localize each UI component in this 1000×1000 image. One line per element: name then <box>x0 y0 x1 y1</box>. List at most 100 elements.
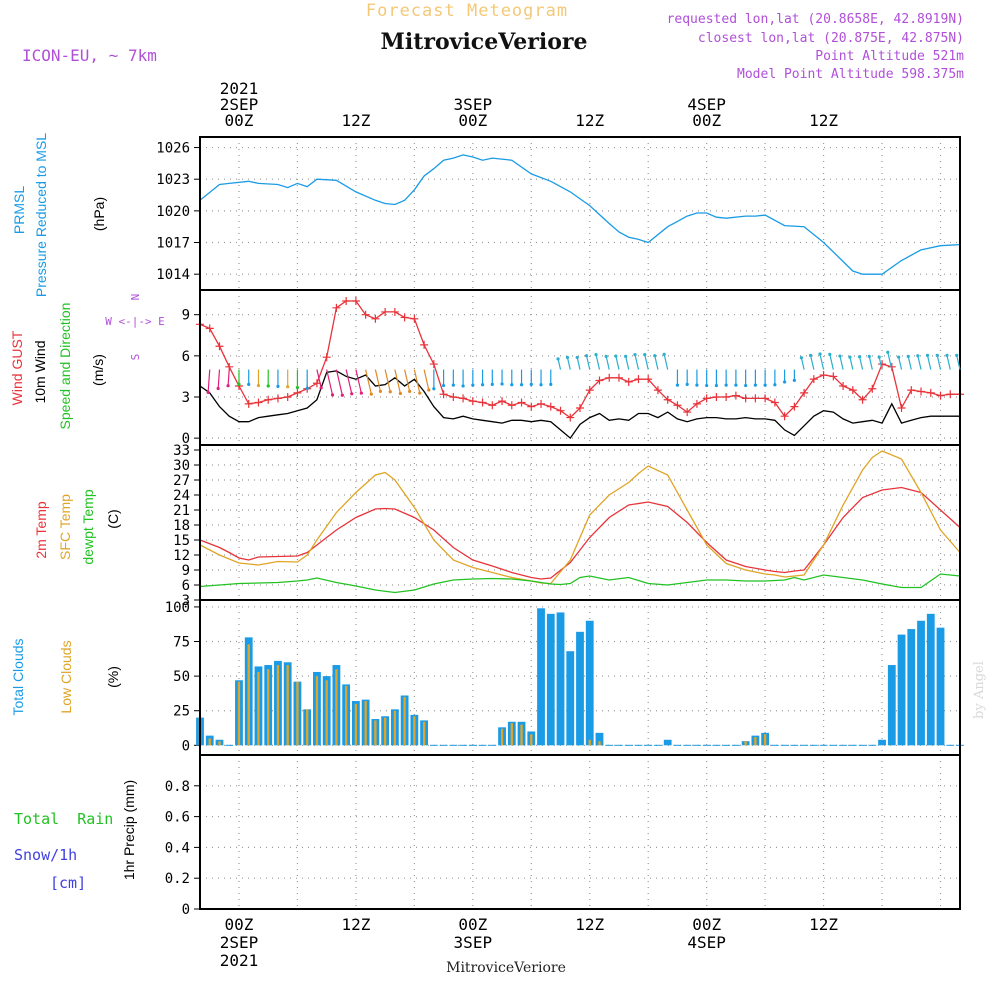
wind-arrow-head <box>935 353 939 357</box>
y-tick-label: 1017 <box>156 236 190 252</box>
wind-arrow-head <box>886 350 890 354</box>
gust-point <box>381 307 390 316</box>
wind-arrow-head <box>877 355 881 359</box>
cloud-bar-low <box>344 685 348 746</box>
wind-arrow <box>868 356 873 370</box>
wind-arrow <box>654 355 659 370</box>
wind-arrow-head <box>369 392 373 396</box>
gust-point <box>390 307 399 316</box>
bottom-time-label: 2SEP <box>220 933 259 952</box>
y-tick-label: 0 <box>182 738 190 754</box>
wind-arrow <box>663 354 669 370</box>
wind-arrow <box>566 357 571 370</box>
y-tick-label: 9 <box>182 563 190 579</box>
cloud-bar-total <box>546 613 555 746</box>
series-2m-temp <box>199 486 961 580</box>
wind-arrow <box>634 354 640 370</box>
wind-arrow <box>217 369 221 389</box>
y-tick-label: 1014 <box>156 267 190 283</box>
wind-arrow-head <box>305 386 309 390</box>
credit-watermark: by Angel <box>972 661 987 719</box>
wind-label-10m: 10m Wind <box>32 340 48 403</box>
compass-rose: N W <-|-> E S <box>105 294 165 361</box>
wind-arrow-head <box>480 383 485 387</box>
gust-point <box>449 392 458 401</box>
footer-station: MitroviceVeriore <box>446 960 566 976</box>
gust-point <box>420 340 429 349</box>
gust-point <box>205 324 214 333</box>
plot-area: 1014101710201023102603693691215182124273… <box>156 79 964 970</box>
y-tick-label: 50 <box>173 669 190 685</box>
panel-pressure: 1014 1017 1020 1023 1026 <box>156 136 961 291</box>
cloud-bar-low <box>530 734 533 746</box>
y-tick-label: 3 <box>182 593 190 609</box>
wind-arrow-head <box>653 354 657 358</box>
temp-label-2m: 2m Temp <box>33 501 49 559</box>
wind-arrow <box>887 352 893 370</box>
wind-arrow-head <box>744 383 748 388</box>
y-tick-label: 27 <box>173 473 190 489</box>
bottom-time-label: 12Z <box>341 915 370 934</box>
cloud-bar-low <box>315 676 319 746</box>
cloud-bar-low <box>247 644 250 746</box>
series-wind-gust <box>199 300 960 419</box>
cloud-bar-low <box>237 681 241 746</box>
wind-arrow-head <box>705 383 709 388</box>
precip-label-cm: [cm] <box>50 874 86 892</box>
series-sfc-temp <box>199 450 961 585</box>
wind-arrow-head <box>955 353 959 357</box>
cloud-bar-total <box>878 739 886 746</box>
cloud-bar-low <box>354 703 358 746</box>
wind-arrow-head <box>286 385 290 389</box>
gust-point <box>244 399 253 408</box>
wind-arrow-head <box>295 385 300 390</box>
gust-point <box>576 403 584 412</box>
wind-arrow-head <box>226 384 230 388</box>
gust-point <box>498 397 507 406</box>
gust-point <box>907 386 916 395</box>
wind-arrow-head <box>724 383 728 387</box>
gust-point <box>468 397 477 406</box>
precip-panel-labels: Total Rain Snow/1h [cm] 1hr Precip (mm) <box>14 780 137 892</box>
precip-label-rain: Total Rain <box>14 810 113 828</box>
wind-arrow-head <box>340 393 344 397</box>
gust-point <box>605 373 614 382</box>
cloud-bar-total <box>926 613 935 746</box>
wind-arrow-head <box>206 390 210 395</box>
cloud-bar-low <box>598 741 601 746</box>
cloud-bar-low <box>588 739 591 746</box>
cloud-bar-total <box>576 631 584 746</box>
wind-arrow-head <box>500 382 504 386</box>
wind-arrow-head <box>633 353 637 357</box>
gust-point <box>653 386 662 395</box>
wind-arrow-head <box>848 355 852 359</box>
gust-point <box>790 402 799 411</box>
wind-arrow-head <box>584 354 589 358</box>
wind-arrow <box>374 369 382 392</box>
gust-point <box>819 371 828 380</box>
wind-arrow-head <box>604 354 608 358</box>
wind-arrow-head <box>945 353 949 357</box>
y-tick-label: 3 <box>182 390 190 406</box>
wind-arrow-head <box>858 355 862 359</box>
temp-unit: (C) <box>105 509 121 528</box>
y-tick-label: 0.2 <box>165 871 190 887</box>
cloud-bar-total <box>537 608 545 746</box>
wind-arrow <box>625 356 630 370</box>
wind-arrow-head <box>451 383 455 387</box>
gust-point <box>566 413 575 422</box>
top-time-label: 00Z <box>692 111 721 130</box>
wind-arrow-head <box>792 378 796 382</box>
compass-south: S <box>129 354 142 361</box>
wind-arrow-head <box>408 389 412 393</box>
wind-arrow <box>936 355 942 370</box>
panel-frame <box>199 136 961 291</box>
panel-precipitation: 0 0.2 0.4 0.6 0.8 <box>165 754 961 918</box>
cloud-bar-low <box>257 671 260 746</box>
wind-arrow <box>917 355 922 370</box>
wind-arrow <box>878 356 883 370</box>
gust-point <box>488 401 497 410</box>
wind-arrow-head <box>753 383 757 387</box>
gust-point <box>839 382 848 391</box>
